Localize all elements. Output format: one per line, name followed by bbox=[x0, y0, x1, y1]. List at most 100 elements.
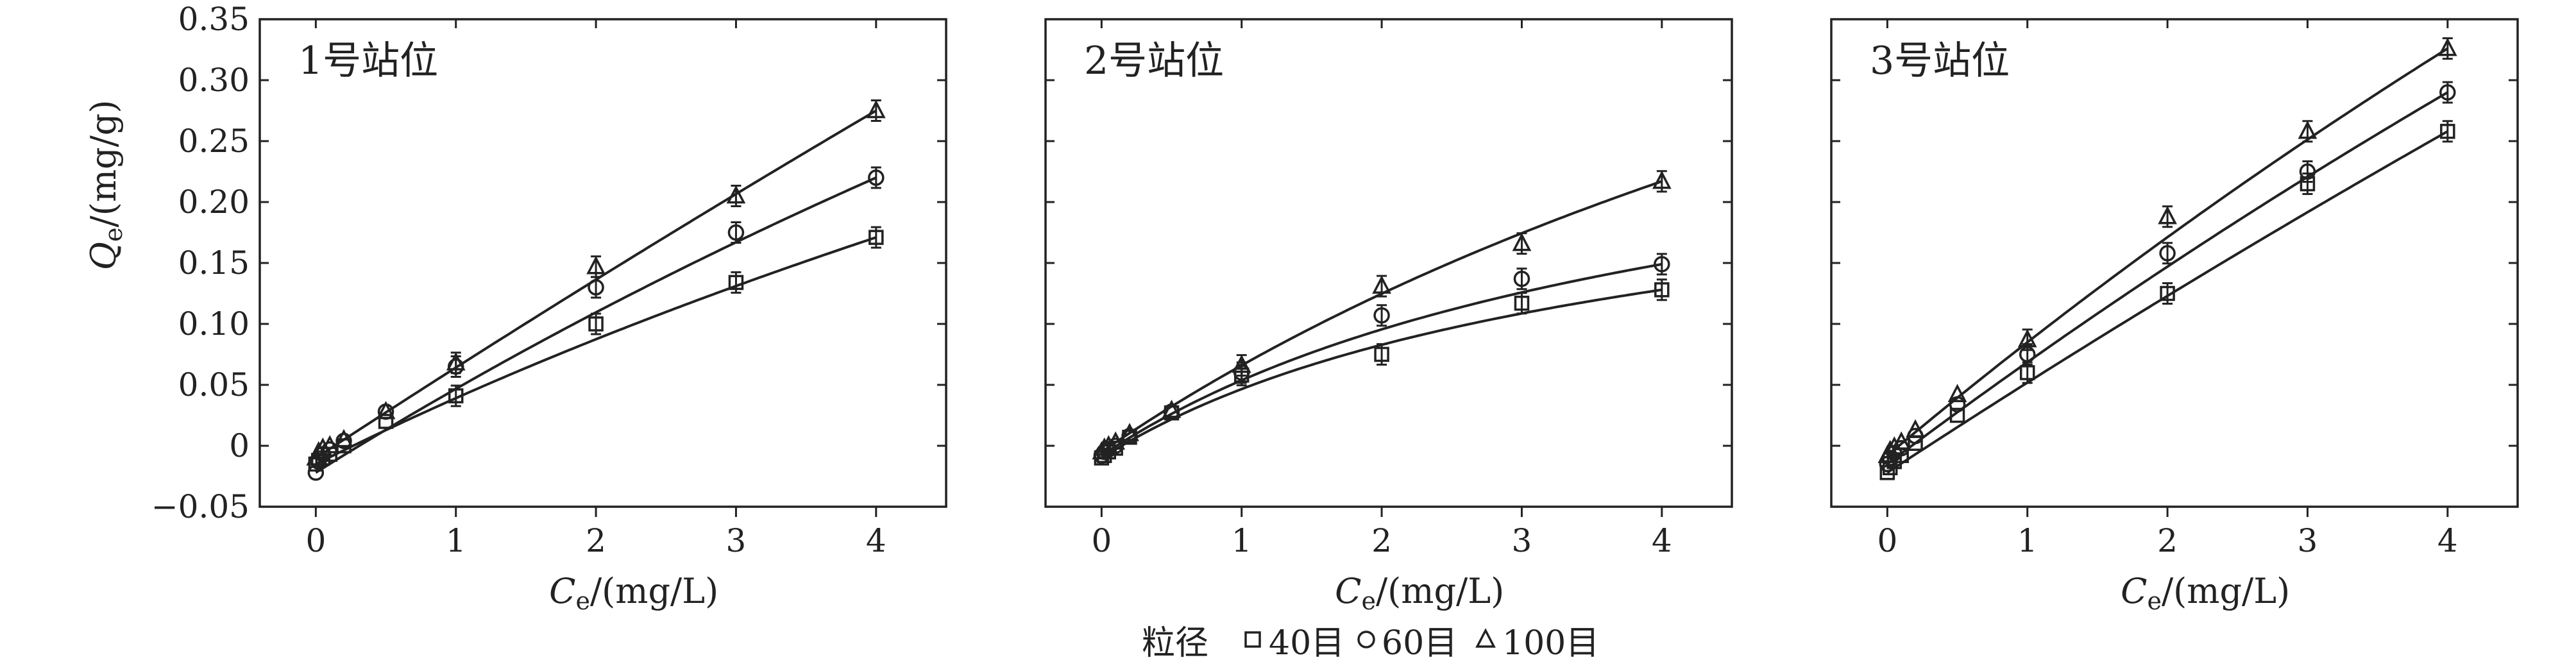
data-point-circle bbox=[868, 169, 885, 186]
fit-curve-triangle bbox=[1886, 47, 2448, 457]
data-point-triangle bbox=[866, 99, 886, 119]
x-tick-label: 4 bbox=[1652, 522, 1672, 559]
data-point-square bbox=[1374, 346, 1389, 362]
data-point-triangle bbox=[1120, 423, 1139, 441]
legend-label-100: 100目 bbox=[1502, 624, 1599, 663]
data-point-square bbox=[378, 414, 394, 429]
data-point-square bbox=[2160, 285, 2175, 301]
series-triangle bbox=[306, 99, 886, 466]
x-tick-label: 0 bbox=[1091, 522, 1112, 559]
x-tick-label: 3 bbox=[2298, 522, 2318, 559]
y-axis-label: Qe/(mg/g) bbox=[83, 100, 128, 271]
data-point-triangle bbox=[1106, 431, 1126, 450]
x-tick-label: 2 bbox=[1371, 522, 1392, 559]
data-point-circle bbox=[2159, 245, 2176, 262]
data-point-square bbox=[728, 275, 744, 291]
data-point-triangle bbox=[1885, 436, 1904, 455]
y-tick-label: 0.30 bbox=[178, 62, 250, 99]
data-point-triangle bbox=[2437, 37, 2457, 56]
x-tick-label: 0 bbox=[1877, 522, 1897, 559]
data-point-triangle bbox=[2298, 121, 2318, 139]
series-circle bbox=[1879, 81, 2456, 473]
series-square bbox=[1879, 120, 2455, 480]
data-point-circle bbox=[307, 464, 325, 481]
panel-title: 3号站位 bbox=[1870, 38, 2010, 83]
plot-frame bbox=[258, 18, 947, 508]
data-point-circle bbox=[1121, 428, 1138, 445]
fit-curve-circle bbox=[1886, 91, 2448, 466]
data-point-circle bbox=[1513, 270, 1530, 287]
data-point-square bbox=[1514, 295, 1530, 311]
data-point-triangle bbox=[2158, 206, 2177, 224]
data-point-triangle bbox=[446, 352, 466, 371]
data-point-square bbox=[869, 230, 884, 245]
y-tick-label: 0.05 bbox=[178, 366, 250, 403]
data-point-triangle bbox=[1162, 400, 1182, 418]
x-tick-label: 1 bbox=[446, 522, 466, 559]
data-point-triangle bbox=[586, 255, 606, 275]
legend: 粒径 40目 60目 100目 bbox=[1142, 624, 1599, 663]
data-point-circle bbox=[2299, 163, 2316, 180]
chart-panel-2: 0 1 2 3 4 2号站位 Ce/(mg/L) bbox=[1044, 18, 1733, 615]
x-tick-label: 0 bbox=[305, 522, 326, 559]
legend-marker-triangle bbox=[1475, 628, 1496, 648]
x-tick-label: 4 bbox=[866, 522, 886, 559]
chart-panel-1: −0.05 0 0.05 0.10 0.15 0.20 0.25 0.30 0.35 0 1 2 3 4 1… bbox=[83, 1, 947, 615]
legend-label-60: 60目 bbox=[1382, 624, 1457, 663]
x-axis-label: Ce/(mg/L) bbox=[2121, 571, 2290, 615]
data-point-triangle bbox=[1232, 354, 1251, 373]
series-triangle bbox=[1877, 37, 2457, 463]
panel-title: 2号站位 bbox=[1084, 38, 1224, 83]
data-point-circle bbox=[335, 432, 352, 450]
data-point-circle bbox=[2439, 84, 2456, 101]
data-point-square bbox=[2440, 124, 2455, 139]
data-point-circle bbox=[727, 224, 745, 241]
data-point-triangle bbox=[1512, 232, 1532, 251]
data-point-triangle bbox=[320, 435, 340, 453]
data-point-square bbox=[1949, 407, 1965, 423]
x-tick-label: 1 bbox=[1232, 522, 1252, 559]
fit-curve-triangle bbox=[315, 109, 877, 459]
plot-frame bbox=[1044, 18, 1733, 508]
data-point-triangle bbox=[1372, 275, 1391, 294]
x-tick-label: 3 bbox=[1512, 522, 1532, 559]
data-point-triangle bbox=[313, 437, 333, 456]
x-tick-label: 4 bbox=[2437, 522, 2458, 559]
y-tick-label: 0.15 bbox=[178, 244, 250, 282]
chart-panel-3: 0 1 2 3 4 3号站位 Ce/(mg/L) bbox=[1830, 18, 2519, 615]
data-point-triangle bbox=[1099, 435, 1119, 453]
data-point-circle bbox=[1654, 256, 1670, 273]
data-point-triangle bbox=[1906, 419, 1925, 438]
data-point-triangle bbox=[376, 401, 396, 419]
fit-curve-circle bbox=[315, 176, 877, 474]
legend-title: 粒径 bbox=[1142, 624, 1208, 663]
y-tick-label: 0.10 bbox=[178, 305, 250, 343]
data-point-circle bbox=[1373, 307, 1390, 324]
x-tick-label: 2 bbox=[2157, 522, 2178, 559]
data-point-triangle bbox=[1880, 439, 1900, 459]
legend-marker-circle bbox=[1357, 631, 1375, 648]
x-tick-label: 1 bbox=[2017, 522, 2038, 559]
legend-label-40: 40目 bbox=[1269, 624, 1344, 663]
y-tick-label: 0.25 bbox=[178, 123, 250, 160]
data-point-triangle bbox=[726, 185, 746, 204]
data-point-triangle bbox=[1947, 384, 1967, 402]
y-tick-label: 0 bbox=[229, 427, 250, 464]
series-triangle bbox=[1092, 170, 1672, 460]
chart-panels: −0.05 0 0.05 0.10 0.15 0.20 0.25 0.30 0.35 0 1 2 3 4 1… bbox=[83, 1, 2519, 615]
data-point-triangle bbox=[1892, 431, 1911, 450]
x-axis-label: Ce/(mg/L) bbox=[549, 571, 718, 615]
y-tick-label: 0.20 bbox=[178, 183, 250, 221]
fit-curve-circle bbox=[1101, 262, 1663, 457]
y-tick-label: 0.35 bbox=[178, 1, 250, 38]
x-tick-label: 2 bbox=[586, 522, 606, 559]
x-axis-label: Ce/(mg/L) bbox=[1335, 571, 1504, 615]
legend-marker-square bbox=[1244, 631, 1261, 648]
x-tick-label: 3 bbox=[726, 522, 747, 559]
data-point-triangle bbox=[2017, 328, 2037, 348]
y-tick-label: −0.05 bbox=[151, 488, 250, 525]
data-point-square bbox=[1654, 282, 1670, 298]
data-point-square bbox=[588, 316, 604, 332]
fit-curve-square bbox=[315, 236, 877, 466]
